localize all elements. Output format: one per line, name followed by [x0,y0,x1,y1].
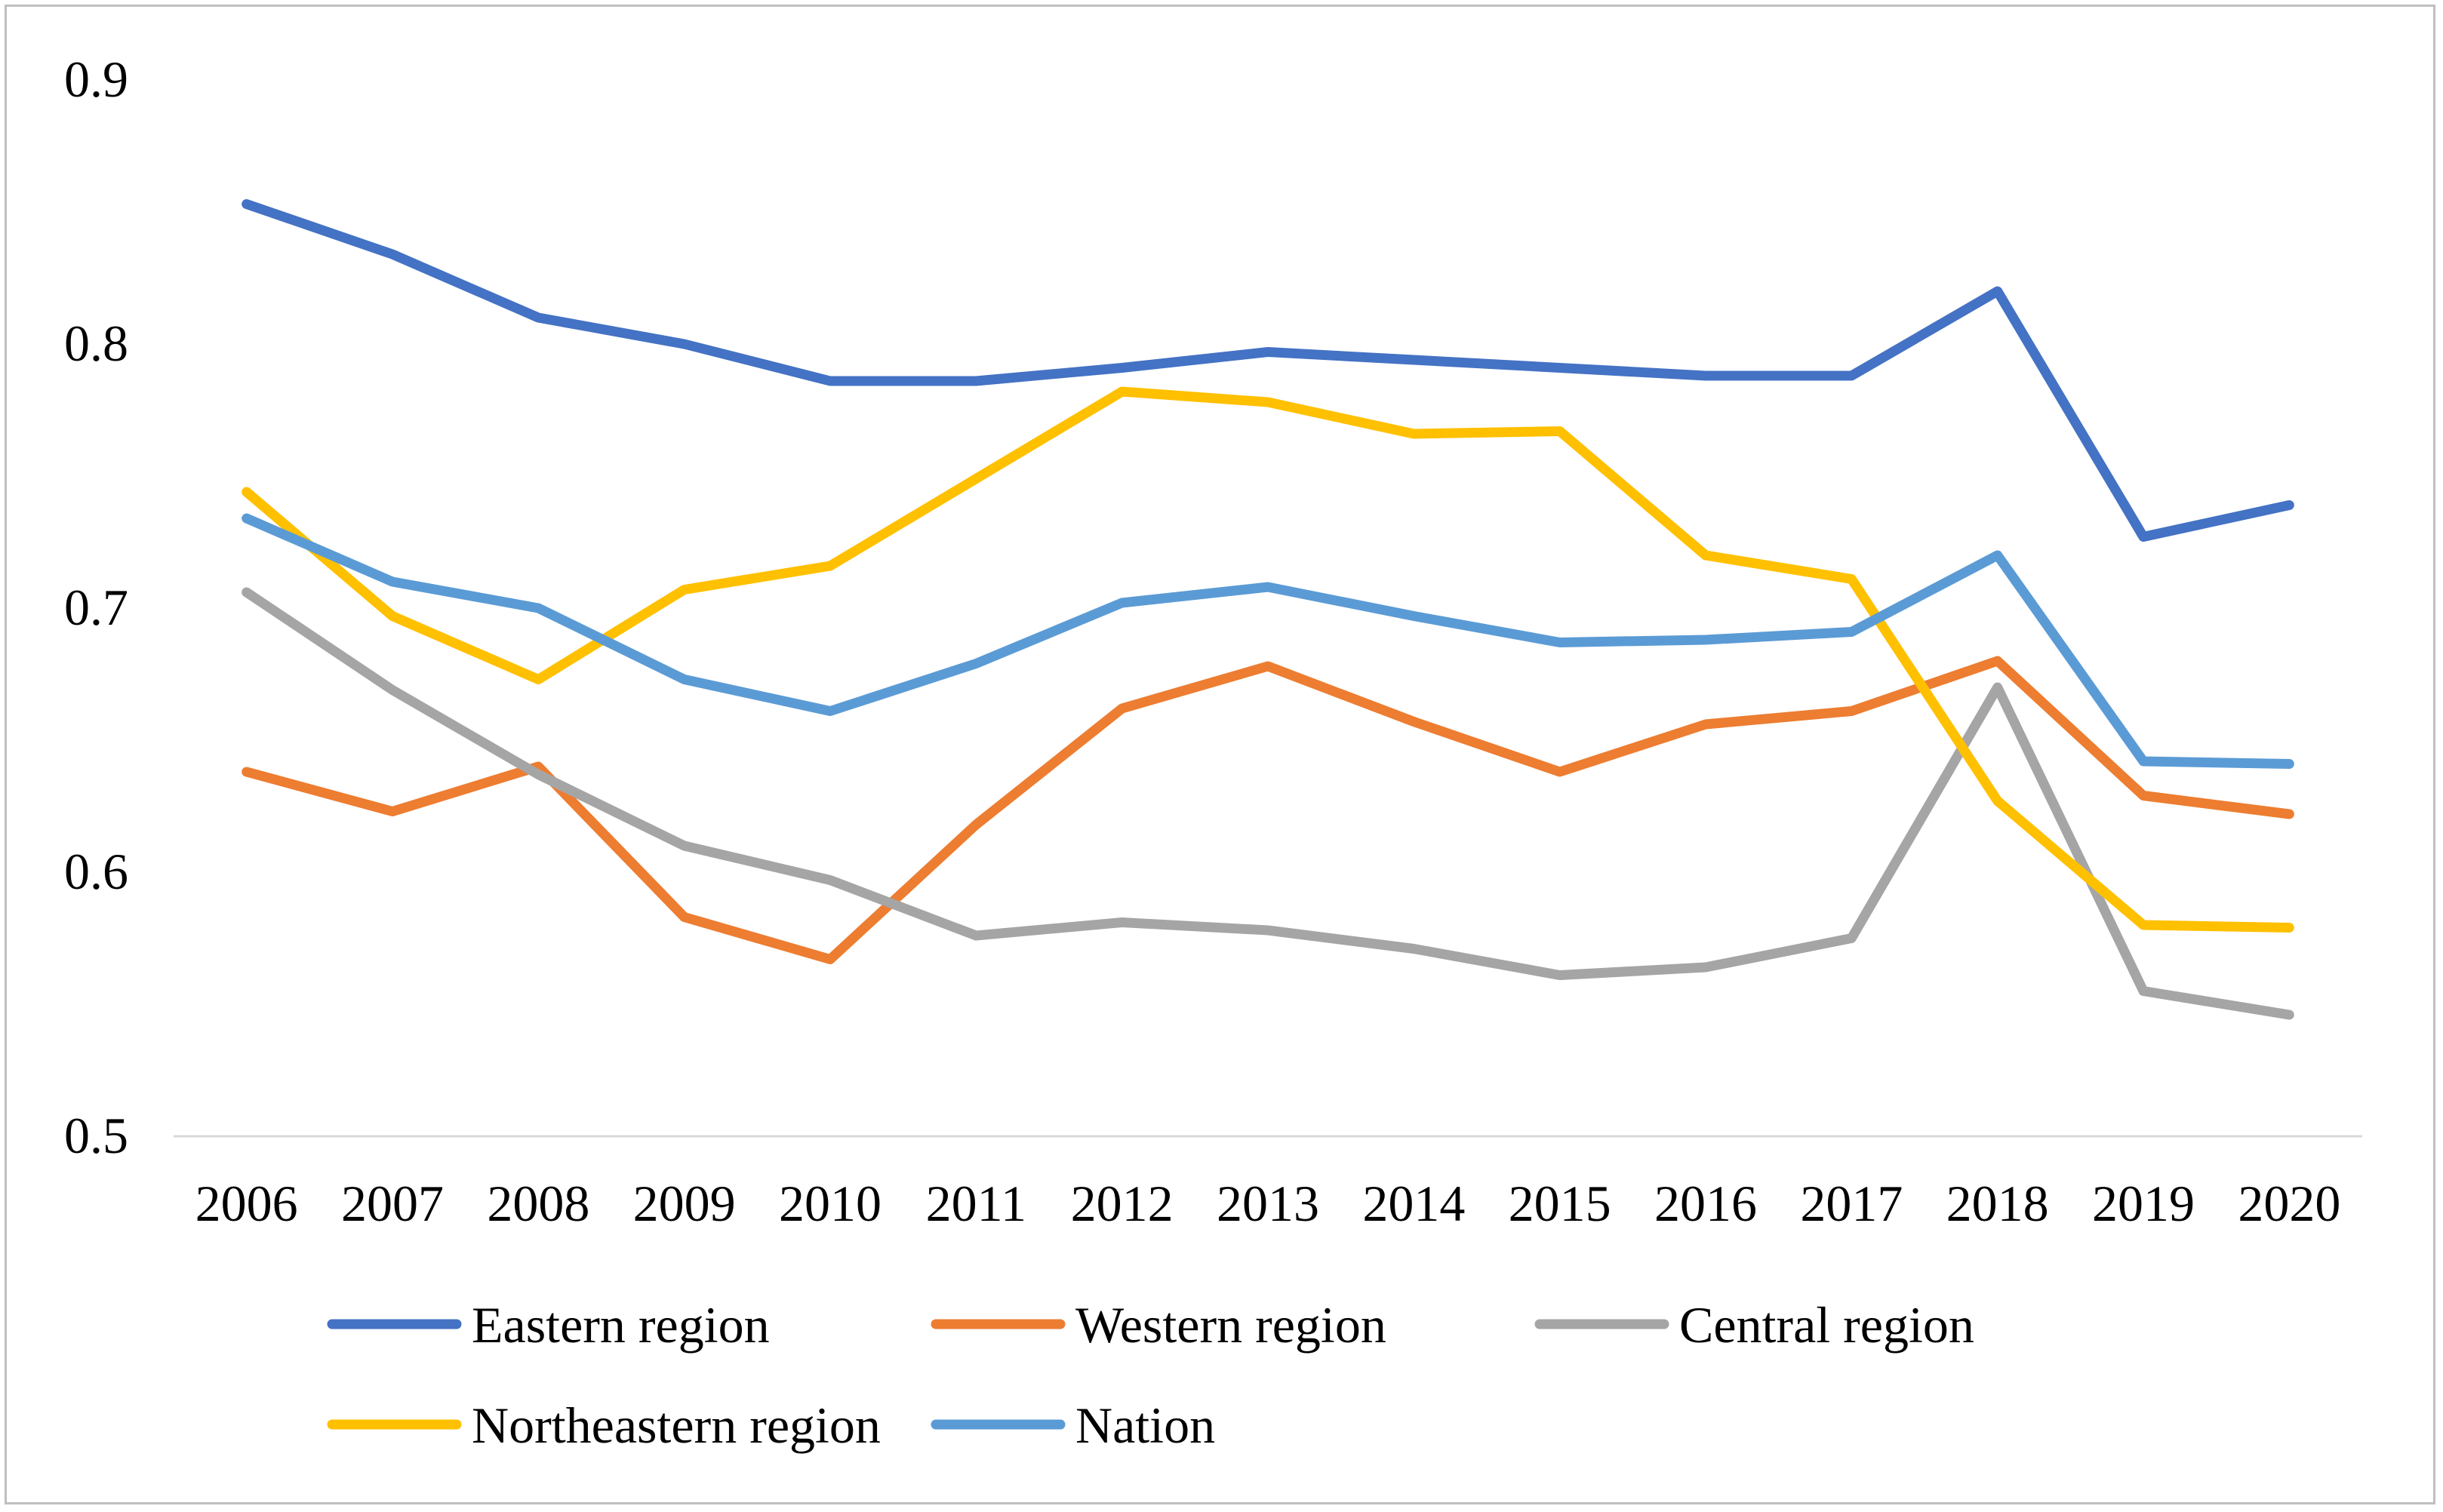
x-tick-label: 2009 [633,1175,736,1232]
x-tick-label: 2015 [1509,1175,1611,1232]
legend-item-western-region: Western region [931,1296,1386,1354]
series-line-western-region [242,656,2294,964]
legend-label: Eastern region [472,1296,770,1354]
x-tick-label: 2007 [341,1175,444,1232]
legend-item-nation: Nation [931,1397,1215,1454]
x-tick-label: 2016 [1654,1175,1757,1232]
legend-label: Nation [1075,1397,1215,1454]
x-tick-label: 2018 [1946,1175,2049,1232]
x-tick-label: 2011 [926,1175,1026,1232]
y-tick-label: 0.6 [64,843,128,900]
x-tick-label: 2019 [2092,1175,2195,1232]
legend-item-central-region: Central region [1534,1296,1974,1354]
series-lines [242,199,2294,1020]
y-tick-label: 0.8 [64,315,128,372]
x-tick-label: 2017 [1800,1175,1903,1232]
x-tick-label: 2020 [2238,1175,2340,1232]
x-axis-ticks: 2006 2007 2008 2009 2010 2011 2012 2013 2014 2015… [195,1175,2341,1232]
legend-label: Northeastern region [472,1397,881,1454]
y-axis-ticks: 0.5 0.6 0.7 0.8 0.9 [64,51,128,1164]
y-tick-label: 0.7 [64,579,128,636]
legend-label: Central region [1679,1296,1974,1354]
series-line-nation [242,513,2294,769]
series-line-eastern-region [242,199,2294,542]
series-line-northeastern-region [242,386,2294,933]
x-tick-label: 2008 [487,1175,589,1232]
x-tick-label: 2006 [195,1175,298,1232]
y-tick-label: 0.5 [64,1107,128,1164]
legend: Eastern region Western region Central regi… [327,1296,1974,1454]
x-tick-label: 2014 [1362,1175,1465,1232]
x-tick-label: 2012 [1071,1175,1174,1232]
legend-item-northeastern-region: Northeastern region [327,1397,881,1454]
series-line-central-region [242,587,2294,1020]
x-tick-label: 2013 [1217,1175,1319,1232]
y-tick-label: 0.9 [64,51,128,108]
legend-item-eastern-region: Eastern region [327,1296,770,1354]
x-tick-label: 2010 [779,1175,882,1232]
legend-label: Western region [1075,1296,1386,1354]
